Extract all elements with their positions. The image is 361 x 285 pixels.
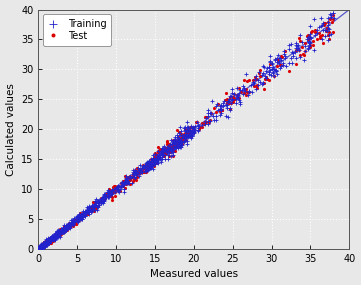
Training: [40, 246, 44, 249]
Legend: Training, Test: Training, Test: [43, 15, 111, 46]
Line: Training: Training: [36, 10, 336, 251]
Test: [40, 247, 44, 251]
Training: [99, 197, 103, 200]
Test: [91, 201, 95, 204]
Training: [69, 223, 73, 227]
Test: [190, 131, 194, 134]
Training: [37, 247, 41, 251]
Test: [158, 148, 162, 152]
Test: [331, 13, 335, 16]
Test: [99, 201, 104, 204]
Training: [306, 36, 310, 39]
Test: [231, 98, 235, 102]
X-axis label: Measured values: Measured values: [150, 269, 238, 280]
Training: [42, 246, 46, 249]
Training: [47, 240, 52, 243]
Training: [331, 11, 335, 14]
Test: [294, 62, 299, 66]
Line: Test: Test: [37, 13, 335, 251]
Training: [39, 245, 43, 249]
Y-axis label: Calculated values: Calculated values: [5, 83, 16, 176]
Test: [70, 221, 74, 224]
Training: [39, 246, 43, 249]
Test: [191, 126, 196, 129]
